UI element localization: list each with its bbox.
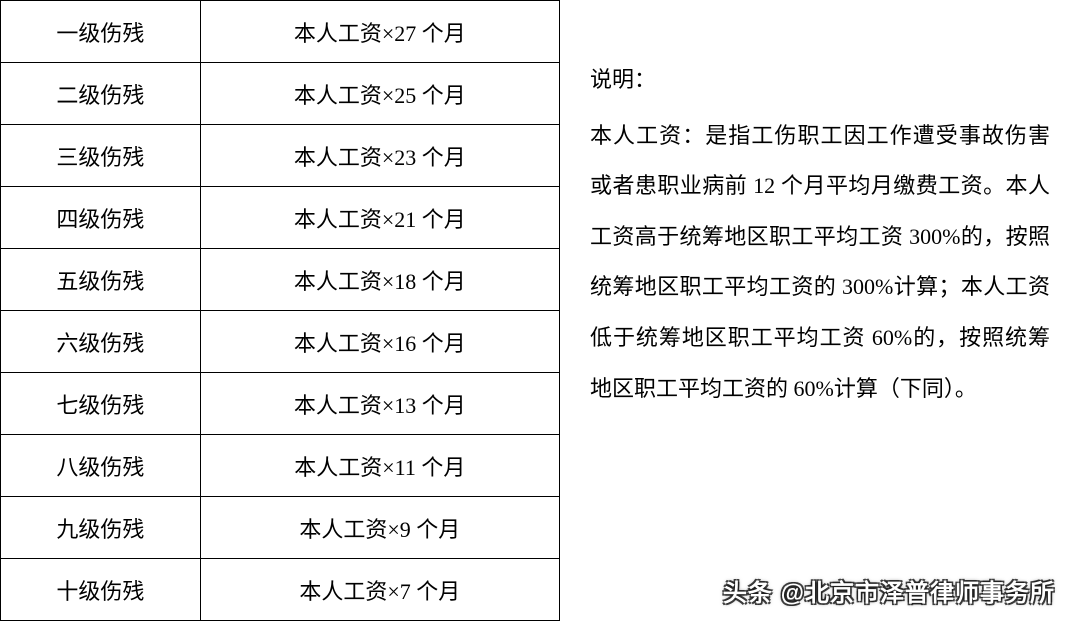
table-row: 三级伤残 本人工资×23 个月 (1, 125, 560, 187)
explanation-section: 说明： 本人工资：是指工伤职工因工作遭受事故伤害或者患职业病前 12 个月平均月… (560, 0, 1080, 620)
compensation-table-body: 一级伤残 本人工资×27 个月 二级伤残 本人工资×25 个月 三级伤残 本人工… (1, 1, 560, 621)
compensation-formula-cell: 本人工资×27 个月 (200, 1, 559, 63)
disability-level-cell: 二级伤残 (1, 63, 201, 125)
table-row: 九级伤残 本人工资×9 个月 (1, 497, 560, 559)
explanation-title: 说明： (590, 55, 1050, 106)
disability-level-cell: 九级伤残 (1, 497, 201, 559)
compensation-table-section: 一级伤残 本人工资×27 个月 二级伤残 本人工资×25 个月 三级伤残 本人工… (0, 0, 560, 620)
compensation-formula-cell: 本人工资×21 个月 (200, 187, 559, 249)
disability-level-cell: 八级伤残 (1, 435, 201, 497)
table-row: 一级伤残 本人工资×27 个月 (1, 1, 560, 63)
disability-level-cell: 三级伤残 (1, 125, 201, 187)
table-row: 五级伤残 本人工资×18 个月 (1, 249, 560, 311)
disability-level-cell: 四级伤残 (1, 187, 201, 249)
table-row: 四级伤残 本人工资×21 个月 (1, 187, 560, 249)
compensation-formula-cell: 本人工资×13 个月 (200, 373, 559, 435)
table-row: 二级伤残 本人工资×25 个月 (1, 63, 560, 125)
compensation-formula-cell: 本人工资×9 个月 (200, 497, 559, 559)
compensation-formula-cell: 本人工资×25 个月 (200, 63, 559, 125)
explanation-body: 本人工资：是指工伤职工因工作遭受事故伤害或者患职业病前 12 个月平均月缴费工资… (590, 111, 1050, 415)
compensation-formula-cell: 本人工资×7 个月 (200, 559, 559, 621)
table-row: 十级伤残 本人工资×7 个月 (1, 559, 560, 621)
disability-level-cell: 十级伤残 (1, 559, 201, 621)
table-row: 八级伤残 本人工资×11 个月 (1, 435, 560, 497)
compensation-formula-cell: 本人工资×11 个月 (200, 435, 559, 497)
table-row: 七级伤残 本人工资×13 个月 (1, 373, 560, 435)
compensation-formula-cell: 本人工资×16 个月 (200, 311, 559, 373)
watermark-text: 头条 @北京市泽普律师事务所 (723, 573, 1055, 608)
compensation-table: 一级伤残 本人工资×27 个月 二级伤残 本人工资×25 个月 三级伤残 本人工… (0, 0, 560, 621)
disability-level-cell: 七级伤残 (1, 373, 201, 435)
disability-level-cell: 六级伤残 (1, 311, 201, 373)
compensation-formula-cell: 本人工资×23 个月 (200, 125, 559, 187)
disability-level-cell: 五级伤残 (1, 249, 201, 311)
table-row: 六级伤残 本人工资×16 个月 (1, 311, 560, 373)
compensation-formula-cell: 本人工资×18 个月 (200, 249, 559, 311)
disability-level-cell: 一级伤残 (1, 1, 201, 63)
